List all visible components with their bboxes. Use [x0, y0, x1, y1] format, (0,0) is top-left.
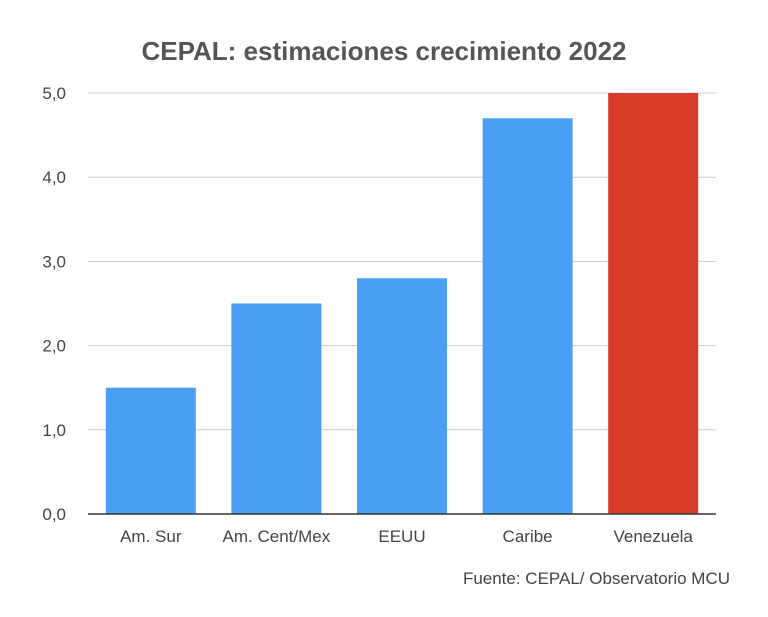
y-tick-label: 1,0: [42, 421, 66, 440]
source-note: Fuente: CEPAL/ Observatorio MCU: [462, 569, 730, 588]
x-tick-label: EEUU: [378, 527, 425, 546]
y-tick-label: 5,0: [42, 84, 66, 103]
bar-eeuu: [357, 278, 447, 514]
y-tick-label: 2,0: [42, 337, 66, 356]
bar-caribe: [482, 118, 573, 514]
bar-venezuela: [608, 93, 699, 514]
x-tick-label: Caribe: [503, 527, 553, 546]
x-tick-label: Venezuela: [613, 527, 693, 546]
bar-am-sur: [105, 387, 196, 514]
y-tick-label: 4,0: [42, 168, 66, 187]
chart-title: CEPAL: estimaciones crecimiento 2022: [141, 36, 627, 66]
y-tick-label: 0,0: [42, 505, 66, 524]
x-tick-label: Am. Cent/Mex: [223, 527, 331, 546]
y-tick-label: 3,0: [42, 252, 66, 271]
bar-am-cent-mex: [231, 303, 322, 514]
x-tick-label: Am. Sur: [120, 527, 182, 546]
